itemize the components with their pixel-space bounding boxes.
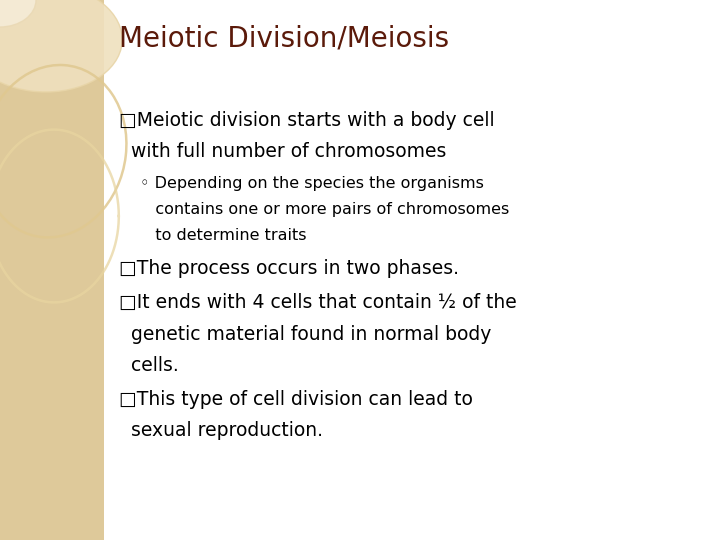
Text: □It ends with 4 cells that contain ½ of the: □It ends with 4 cells that contain ½ of … [119, 293, 516, 312]
Text: □Meiotic division starts with a body cell: □Meiotic division starts with a body cel… [119, 111, 495, 130]
Text: Meiotic Division/Meiosis: Meiotic Division/Meiosis [119, 24, 449, 52]
FancyBboxPatch shape [0, 0, 104, 540]
Text: with full number of chromosomes: with full number of chromosomes [119, 142, 446, 161]
Text: cells.: cells. [119, 356, 179, 375]
Text: genetic material found in normal body: genetic material found in normal body [119, 325, 491, 343]
Ellipse shape [0, 0, 36, 27]
Text: sexual reproduction.: sexual reproduction. [119, 421, 323, 440]
Text: to determine traits: to determine traits [140, 228, 307, 243]
Ellipse shape [0, 0, 122, 92]
Text: contains one or more pairs of chromosomes: contains one or more pairs of chromosome… [140, 202, 510, 217]
Text: ◦ Depending on the species the organisms: ◦ Depending on the species the organisms [140, 176, 485, 191]
Text: □This type of cell division can lead to: □This type of cell division can lead to [119, 390, 472, 409]
Text: □The process occurs in two phases.: □The process occurs in two phases. [119, 259, 459, 278]
